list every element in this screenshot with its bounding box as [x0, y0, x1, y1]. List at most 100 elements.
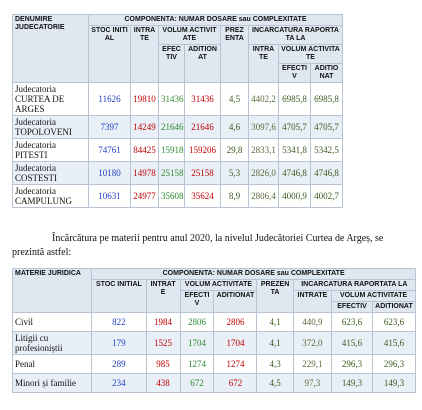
cell: 296,3: [371, 354, 417, 374]
cell: Penal: [11, 354, 93, 374]
cell: 1274: [179, 354, 215, 374]
cell: 1274: [213, 354, 258, 374]
header-row: STOC INITIAL INTRATE VOLUM ACTIVITATE PREZE…: [13, 25, 344, 83]
cell: 4402,2: [248, 82, 279, 116]
data-row: Civil 822 1984 2806 2806 4,1 440,9 623,6 623,6: [11, 312, 417, 332]
cell: 7397: [88, 115, 131, 139]
cell: 415,6: [371, 331, 417, 355]
cell: 1984: [145, 312, 181, 332]
cell: 4,1: [256, 312, 294, 332]
header-cell: VOLUM ACTIVITATE: [158, 25, 221, 45]
cell: 19810: [130, 82, 159, 116]
cell: 31436: [158, 82, 185, 116]
header-cell: INTRATE: [145, 279, 181, 313]
cell: 29,8: [220, 138, 249, 162]
cell: 8,9: [220, 184, 249, 208]
cell: 25158: [158, 161, 185, 185]
cell: 623,6: [371, 312, 417, 332]
cell: 6985,8: [278, 82, 311, 116]
table: MATERIE JURIDICA COMPONENTA: NUMAR DOSARE…: [11, 268, 417, 393]
header-cell: MATERIE JURIDICA: [11, 268, 93, 313]
cell: 4,5: [220, 82, 249, 116]
data-row: Judecatoria PITESTI747618442515918615920…: [12, 138, 344, 162]
cell: 10631: [88, 184, 131, 208]
cell: 296,3: [331, 354, 373, 374]
cell: 4,3: [256, 354, 294, 374]
paragraph: Încărcătura pe materii pentru anul 2020,…: [12, 233, 384, 258]
cell: 4000,9: [278, 184, 311, 208]
data-row: Penal 289 985 1274 1274 4,3 229,1 296,3 296,3: [11, 354, 417, 374]
cell: 149,3: [331, 373, 373, 393]
cell: 11626: [88, 82, 131, 116]
cell: 5342,5: [309, 138, 344, 162]
header-cell: DENUMIRE JUDECATORIE: [12, 14, 89, 83]
cell: 159186: [158, 138, 185, 162]
cell: 4746,8: [278, 161, 311, 185]
cell: 822: [91, 312, 147, 332]
cell: 10180: [88, 161, 131, 185]
header-cell: ADITIONAT: [213, 290, 258, 313]
cell: 623,6: [331, 312, 373, 332]
header-cell: STOC INITIAL: [88, 25, 131, 83]
cell: 84425: [130, 138, 159, 162]
header-row: EFECTIV ADITIONAT INTRATE VOLUM ACTIVITATE: [13, 44, 344, 83]
cell: 159206: [184, 138, 221, 162]
header-cell: INCARCATURA RAPORTATA LA: [247, 25, 344, 45]
header-cell: INTRATE: [292, 290, 333, 313]
header-cell: EFECTIV: [278, 63, 311, 83]
header-cell: VOLUM ACTIVITATE: [331, 290, 416, 302]
header-row: DENUMIRE JUDECATORIE COMPONENTA: NUMAR DO…: [12, 14, 344, 83]
cell: 4002,7: [309, 184, 344, 208]
header-cell: EFECTIV: [179, 290, 215, 313]
cell: 4705,7: [309, 115, 344, 139]
header-cell: VOLUM ACTIVITATE: [277, 44, 344, 64]
cell: 4705,7: [278, 115, 311, 139]
cell: 1704: [213, 331, 258, 355]
cell: 4,5: [256, 373, 294, 393]
header-cell: VOLUM ACTIVITATE: [179, 279, 258, 291]
cell: 74761: [88, 138, 131, 162]
header-cell: EFECTIV: [158, 44, 185, 83]
cell: 97,3: [292, 373, 333, 393]
cell: 149,3: [371, 373, 417, 393]
header-row: EFECTIV ADITIONAT: [13, 301, 417, 313]
cell: 2806: [179, 312, 215, 332]
cell: 985: [145, 354, 181, 374]
cell: Judecatoria COSTESTI: [12, 161, 89, 185]
cell: 1525: [145, 331, 181, 355]
cell: 289: [91, 354, 147, 374]
header-cell: COMPONENTA: NUMAR DOSARE sau COMPLEXITAT…: [91, 268, 416, 280]
cell: 2833,1: [248, 138, 279, 162]
data-row: Judecatoria TOPOLOVENI 7397 14249 21646 2164…: [12, 115, 344, 139]
cell: 3097,6: [248, 115, 279, 139]
data-row: Litigii cu profesioniștii 179 1525 1704 1704…: [11, 331, 417, 355]
header-cell: ADITIONAT: [309, 63, 344, 83]
cell: 35608: [158, 184, 185, 208]
cell: Judecatoria PITESTI: [12, 138, 89, 162]
cell: 672: [213, 373, 258, 393]
cell: 438: [145, 373, 181, 393]
table: DENUMIRE JUDECATORIE COMPONENTA: NUMAR DO…: [12, 14, 344, 208]
cell: 440,9: [292, 312, 333, 332]
cell: 2806: [213, 312, 258, 332]
header-row: MATERIE JURIDICA COMPONENTA: NUMAR DOSARE…: [11, 268, 416, 313]
cell: 6985,8: [309, 82, 344, 116]
header-cell: EFECTIV: [331, 301, 373, 313]
cell: 372,0: [292, 331, 333, 355]
header-cell: INTRATE: [248, 44, 279, 83]
cell: 21646: [158, 115, 185, 139]
cell: 14249: [130, 115, 159, 139]
header-cell: INCARCATURA RAPORTATA LA: [292, 279, 417, 291]
cell: 25158: [184, 161, 221, 185]
cell: Minori și familie: [11, 373, 93, 393]
cell: 4,6: [220, 115, 249, 139]
cell: 24977: [130, 184, 159, 208]
header-cell: PREZENTA: [256, 279, 294, 313]
data-row: Judecatoria CAMPULUNG 10631 24977 35608 3562…: [12, 184, 344, 208]
cell: 179: [91, 331, 147, 355]
cell: 14978: [130, 161, 159, 185]
cell: Judecatoria CAMPULUNG: [12, 184, 89, 208]
cell: 2806,4: [248, 184, 279, 208]
data-row: Judecatoria CURTEA DE ARGES 11626 19810 314…: [12, 82, 344, 116]
